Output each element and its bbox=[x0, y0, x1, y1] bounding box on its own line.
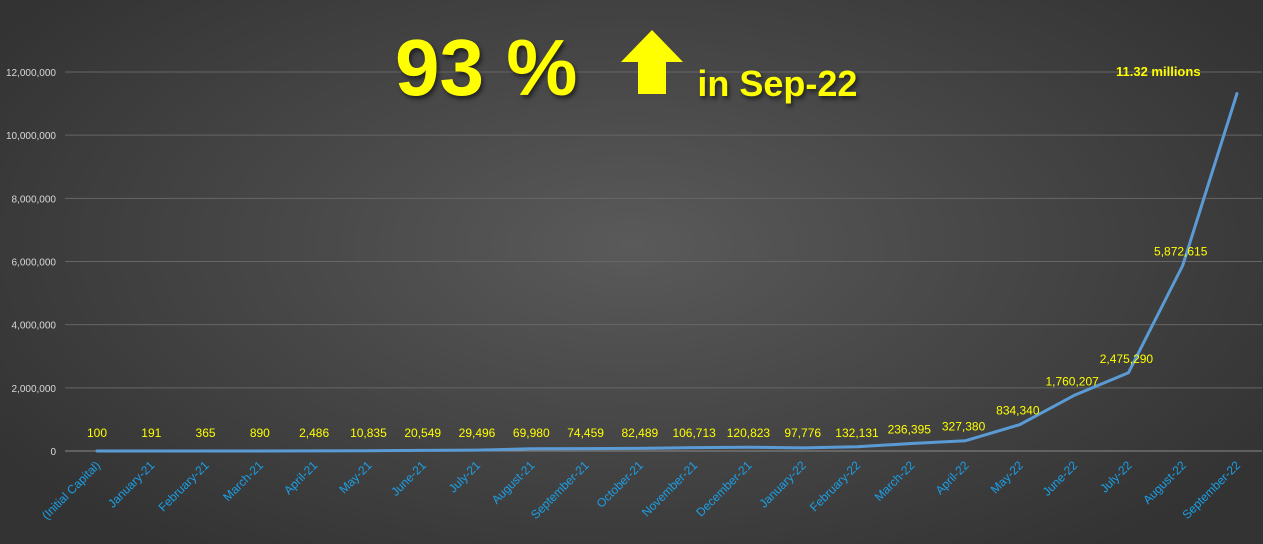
data-label: 132,131 bbox=[835, 426, 879, 440]
x-tick-label: (Initial Capital) bbox=[39, 458, 103, 522]
x-tick-label: August-21 bbox=[489, 458, 538, 507]
y-tick-label: 4,000,000 bbox=[12, 321, 57, 332]
data-label: 97,776 bbox=[784, 426, 821, 440]
x-tick-label: February-22 bbox=[807, 458, 863, 514]
y-tick-label: 10,000,000 bbox=[6, 131, 56, 142]
y-tick-label: 2,000,000 bbox=[12, 384, 57, 395]
y-tick-label: 8,000,000 bbox=[12, 194, 57, 205]
data-label: 2,475,290 bbox=[1100, 352, 1154, 366]
data-label: 327,380 bbox=[942, 420, 986, 434]
data-label: 10,835 bbox=[350, 426, 387, 440]
y-tick-label: 0 bbox=[50, 447, 56, 458]
data-label: 69,980 bbox=[513, 426, 550, 440]
headline: 93 % in Sep-22 bbox=[395, 18, 857, 108]
x-tick-label: June-21 bbox=[388, 458, 429, 499]
x-tick-label: August-22 bbox=[1140, 458, 1189, 507]
x-tick-label: July-22 bbox=[1097, 458, 1134, 495]
x-tick-label: July-21 bbox=[446, 458, 483, 495]
x-tick-label: November-21 bbox=[639, 458, 701, 520]
data-label: 100 bbox=[87, 426, 107, 440]
data-label: 29,496 bbox=[459, 426, 496, 440]
data-label: 82,489 bbox=[622, 426, 659, 440]
series-line bbox=[95, 92, 1239, 453]
x-tick-label: April-21 bbox=[281, 458, 320, 497]
x-tick-label: February-21 bbox=[156, 458, 212, 514]
data-label: 365 bbox=[196, 426, 216, 440]
data-label: 120,823 bbox=[727, 426, 771, 440]
headline-suffix: in Sep-22 bbox=[697, 63, 858, 104]
data-label: 890 bbox=[250, 426, 270, 440]
headline-percent: 93 % bbox=[395, 23, 578, 112]
data-label: 106,713 bbox=[672, 426, 716, 440]
up-arrow-icon bbox=[621, 30, 684, 94]
x-tick-label: May-21 bbox=[336, 458, 374, 496]
data-label: 236,395 bbox=[888, 423, 932, 437]
x-tick-label: December-21 bbox=[693, 458, 755, 520]
data-label: 74,459 bbox=[567, 426, 604, 440]
data-label: 191 bbox=[141, 426, 161, 440]
x-tick-label: October-21 bbox=[594, 458, 647, 511]
x-tick-label: May-22 bbox=[988, 458, 1026, 496]
x-tick-label: June-22 bbox=[1040, 458, 1081, 499]
data-label: 834,340 bbox=[996, 404, 1040, 418]
data-label: 2,486 bbox=[299, 426, 329, 440]
data-label: 5,872,615 bbox=[1154, 245, 1208, 259]
data-label: 20,549 bbox=[404, 426, 441, 440]
x-tick-label: September-22 bbox=[1179, 458, 1243, 522]
x-tick-label: January-21 bbox=[105, 458, 158, 511]
x-tick-label: March-21 bbox=[220, 458, 266, 504]
x-tick-label: March-22 bbox=[872, 458, 918, 504]
y-tick-label: 12,000,000 bbox=[6, 68, 56, 79]
x-tick-label: September-21 bbox=[528, 458, 592, 522]
x-tick-label: January-22 bbox=[756, 458, 809, 511]
final-value-label: 11.32 millions bbox=[1116, 64, 1201, 79]
data-label: 1,760,207 bbox=[1045, 374, 1099, 388]
y-tick-label: 6,000,000 bbox=[12, 258, 57, 269]
x-tick-label: April-22 bbox=[933, 458, 972, 497]
